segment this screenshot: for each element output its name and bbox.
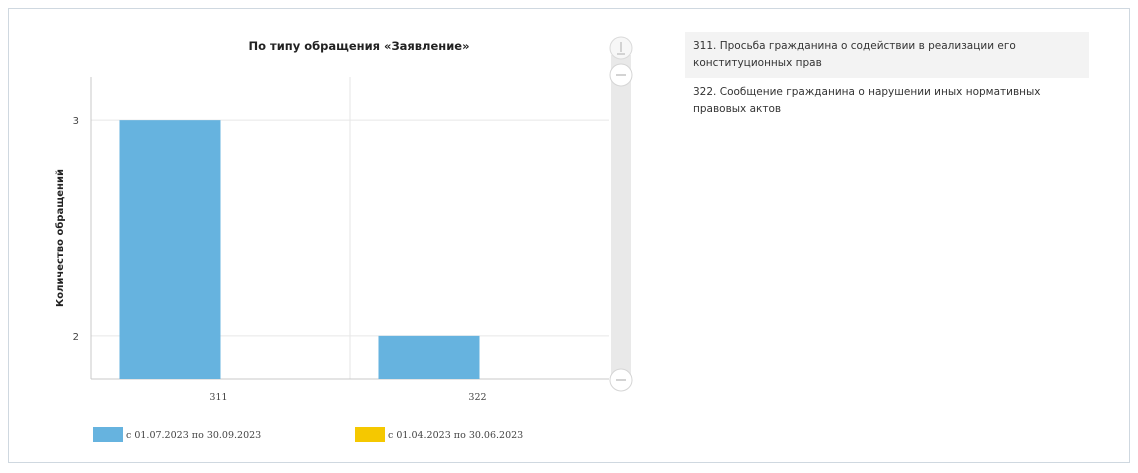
category-item-311[interactable]: 311. Просьба гражданина о содействии в р… [685,32,1089,78]
category-code: 322. [693,86,717,98]
category-text: Просьба гражданина о содействии в реализ… [693,40,1016,69]
legend-swatch [93,427,123,442]
legend-swatch [355,427,385,442]
y-tick-label: 2 [73,332,79,343]
legend-label: с 01.04.2023 по 30.06.2023 [388,430,523,441]
bar-322-series-1 [378,335,480,379]
category-code: 311. [693,40,717,52]
bar-chart: 2 3 311 322 Количество обращений с 01.07.2023… [54,36,633,442]
category-description-list: 311. Просьба гражданина о содействии в р… [685,32,1089,124]
category-text: Сообщение гражданина о нарушении иных но… [693,86,1041,115]
zoom-track [611,55,631,377]
x-tick-label: 322 [468,392,486,403]
bar-311-series-1 [119,120,221,380]
x-tick-label: 311 [209,392,227,403]
chart-title: По типу обращения «Заявление» [248,39,470,53]
category-item-322[interactable]: 322. Сообщение гражданина о нарушении ин… [685,78,1089,124]
legend-label: с 01.07.2023 по 30.09.2023 [126,430,261,441]
y-tick-label: 3 [73,116,79,127]
chart-panel: По типу обращения «Заявление» 2 3 311 322 Ко… [8,8,1130,463]
y-axis-label: Количество обращений [54,169,66,307]
